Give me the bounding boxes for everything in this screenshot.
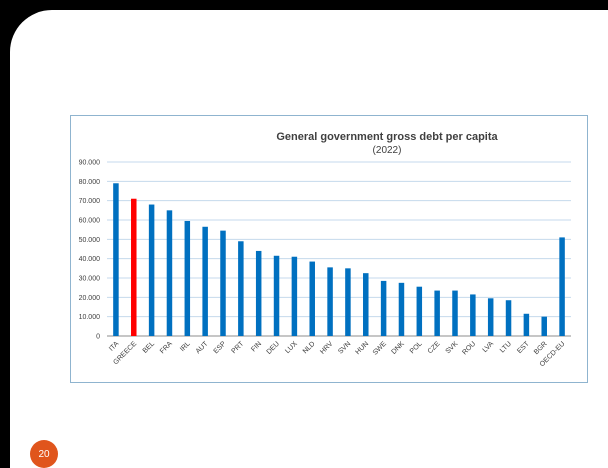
chart-container: General government gross debt per capita… xyxy=(70,115,588,383)
x-tick-label: BEL xyxy=(142,340,156,354)
bar-prt xyxy=(238,241,244,336)
bar-oecd-eu xyxy=(559,237,565,336)
x-tick-label: CZE xyxy=(427,340,442,355)
x-tick-label: HRV xyxy=(319,340,335,356)
x-tick-label: FRA xyxy=(159,340,174,355)
bar-chart: General government gross debt per capita… xyxy=(79,131,571,368)
x-tick-label: ITA xyxy=(108,340,121,353)
x-tick-label: EST xyxy=(516,340,531,355)
bar-bgr xyxy=(541,316,547,336)
bar-hrv xyxy=(327,267,333,336)
x-tick-label: SVN xyxy=(337,340,352,355)
bar-esp xyxy=(220,230,226,336)
chart-title: General government gross debt per capita xyxy=(276,131,498,143)
x-tick-label: AUT xyxy=(195,340,210,355)
bar-svk xyxy=(452,290,458,336)
y-tick-label: 10.000 xyxy=(79,314,101,321)
bar-pol xyxy=(416,286,423,336)
x-tick-label: ESP xyxy=(213,340,228,355)
x-tick-label: ROU xyxy=(461,340,477,356)
bar-hun xyxy=(363,273,369,336)
y-tick-label: 60.000 xyxy=(79,218,101,225)
x-tick-label: FIN xyxy=(250,340,263,353)
x-tick-label: NLD xyxy=(302,340,317,355)
bar-fin xyxy=(255,250,262,336)
y-tick-label: 50.000 xyxy=(79,237,101,244)
y-tick-label: 0 xyxy=(96,334,100,341)
bar-aut xyxy=(202,226,208,336)
x-tick-label: DEU xyxy=(266,340,281,355)
bar-deu xyxy=(273,255,280,336)
bar-ltu xyxy=(505,300,512,336)
bar-lux xyxy=(291,256,298,336)
x-tick-label: LUX xyxy=(284,340,299,355)
bar-bel xyxy=(148,204,155,336)
bar-svn xyxy=(345,268,351,336)
y-tick-label: 40.000 xyxy=(79,256,101,263)
y-tick-label: 70.000 xyxy=(79,198,101,205)
bar-ita xyxy=(113,183,119,336)
chart-subtitle: (2022) xyxy=(373,145,402,156)
bar-lva xyxy=(487,298,494,336)
x-tick-label: BGR xyxy=(533,340,549,356)
x-tick-label: DNK xyxy=(390,340,406,356)
y-tick-label: 20.000 xyxy=(79,295,101,302)
bar-rou xyxy=(470,294,476,336)
bar-greece xyxy=(131,198,137,336)
bar-irl xyxy=(184,220,191,336)
x-tick-label: PRT xyxy=(230,340,245,355)
bar-swe xyxy=(380,280,387,336)
y-tick-label: 90.000 xyxy=(79,160,101,167)
x-tick-label: IRL xyxy=(179,340,192,353)
bar-nld xyxy=(309,261,315,336)
page-number-badge: 20 xyxy=(30,440,58,468)
bar-fra xyxy=(166,210,173,336)
x-tick-label: POL xyxy=(409,340,424,355)
x-tick-label: HUN xyxy=(355,340,371,356)
y-tick-label: 80.000 xyxy=(79,179,101,186)
bar-dnk xyxy=(398,282,405,336)
slide: General government gross debt per capita… xyxy=(10,10,608,468)
y-tick-label: 30.000 xyxy=(79,276,101,283)
x-tick-label: LTU xyxy=(499,340,513,354)
x-tick-label: LVA xyxy=(482,340,496,354)
x-tick-label: SWE xyxy=(372,340,388,356)
bar-est xyxy=(523,313,530,336)
bar-cze xyxy=(434,290,440,336)
x-tick-label: SVK xyxy=(445,340,460,355)
